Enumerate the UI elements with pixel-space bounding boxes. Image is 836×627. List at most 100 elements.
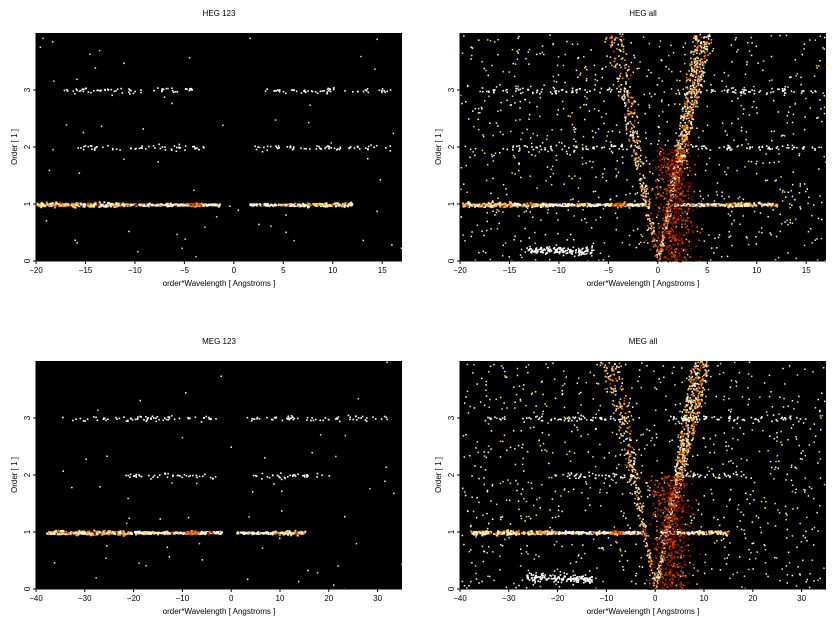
event-point [365,147,367,149]
event-point [760,227,763,229]
event-point [751,89,753,91]
event-point [321,204,324,207]
event-point [693,209,696,211]
event-point [169,204,172,207]
event-point [624,116,626,118]
event-point [705,48,707,51]
event-point [376,38,378,41]
event-point [723,197,725,200]
event-point [611,40,613,42]
event-point [786,122,788,124]
event-point [648,42,651,45]
event-point [698,52,701,55]
event-point [698,70,701,73]
event-point [656,241,659,243]
event-point [648,104,650,107]
event-point [781,88,784,90]
event-point [302,203,305,206]
event-point [654,194,657,196]
event-point [686,136,688,138]
event-point [704,60,706,63]
event-point [696,92,699,95]
event-point [706,89,708,92]
event-point [685,134,688,137]
event-point [676,144,678,147]
event-point [632,204,635,207]
event-point [669,178,671,181]
event-point [693,37,695,39]
event-point [684,138,687,141]
event-point [172,91,175,94]
event-point [688,114,690,116]
event-point [628,92,631,94]
event-point [670,175,672,178]
event-point [677,174,680,177]
event-point [690,110,692,113]
event-point [676,176,678,179]
event-point [675,204,677,207]
event-point [517,85,519,88]
event-point [636,132,638,135]
event-point [686,213,688,215]
event-point [179,147,182,149]
event-point [629,192,631,195]
event-point [724,130,727,132]
event-point [650,229,653,231]
event-point [668,244,671,247]
event-point [713,74,716,76]
event-point [326,88,329,91]
event-point [194,203,197,206]
event-point [323,90,325,92]
event-point [767,147,769,150]
event-point [686,97,689,100]
event-point [686,149,688,151]
event-point [704,54,707,57]
event-point [465,204,468,207]
event-point [671,210,673,213]
y-tick-label: 0 [23,258,32,263]
event-point [690,127,692,129]
event-point [744,166,746,168]
event-point [660,224,663,227]
event-point [634,157,637,160]
event-point [121,203,124,206]
event-point [154,204,157,207]
event-point [640,194,643,196]
event-point [821,201,823,204]
event-point [692,230,694,232]
event-point [45,220,48,222]
event-point [651,218,654,220]
event-point [694,61,696,63]
event-point [669,218,672,220]
event-point [783,90,785,92]
event-point [605,203,608,206]
event-point [673,184,676,186]
event-point [621,241,624,244]
event-point [83,145,85,148]
event-point [680,133,682,136]
event-point [470,46,472,48]
event-point [659,132,661,135]
event-point [771,139,773,142]
event-point [698,239,700,242]
event-point [140,147,142,149]
event-point [495,122,498,124]
event-point [110,88,113,91]
event-point [167,202,170,205]
event-point [695,245,698,247]
event-point [680,237,683,240]
event-point [704,42,706,45]
event-point [622,45,625,48]
event-point [684,53,686,56]
event-point [479,112,481,114]
event-point [688,245,690,247]
event-point [602,208,605,210]
event-point [681,223,683,226]
event-point [492,204,495,206]
event-point [666,212,668,214]
event-point [684,128,686,131]
event-point [460,216,462,218]
event-point [671,221,674,223]
event-point [680,216,682,218]
event-point [666,259,669,262]
